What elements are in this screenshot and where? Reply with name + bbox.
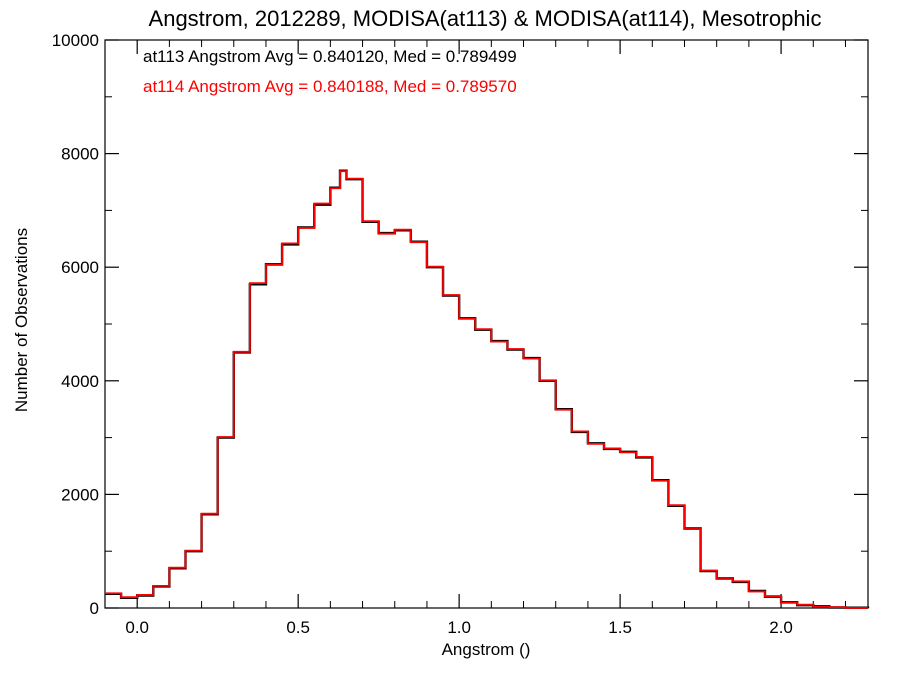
y-tick-label: 10000	[52, 31, 99, 50]
annotation-at114: at114 Angstrom Avg = 0.840188, Med = 0.7…	[143, 77, 517, 96]
y-axis-label: Number of Observations	[12, 228, 31, 412]
y-tick-label: 8000	[61, 145, 99, 164]
chart-title: Angstrom, 2012289, MODISA(at113) & MODIS…	[149, 6, 822, 31]
x-tick-label: 1.5	[608, 618, 632, 637]
x-tick-label: 2.0	[769, 618, 793, 637]
x-tick-label: 0.0	[125, 618, 149, 637]
annotation-at113: at113 Angstrom Avg = 0.840120, Med = 0.7…	[143, 47, 517, 66]
plot-border	[104, 39, 869, 609]
y-tick-label: 6000	[61, 258, 99, 277]
series-at114-line	[105, 170, 868, 609]
x-tick-label: 1.0	[447, 618, 471, 637]
series-at113-line	[105, 169, 870, 609]
y-tick-label: 4000	[61, 372, 99, 391]
x-axis-label: Angstrom ()	[442, 640, 531, 659]
x-tick-label: 0.5	[286, 618, 310, 637]
y-tick-label: 0	[90, 599, 99, 618]
y-tick-label: 2000	[61, 485, 99, 504]
axis-ticks	[104, 39, 868, 609]
series-layer	[105, 169, 870, 609]
plot-frame	[104, 39, 869, 609]
axis-tick-labels: 0.0 0.5 1.0 1.5 2.0 0 2000 4000 6000 8000 10000	[52, 31, 793, 637]
